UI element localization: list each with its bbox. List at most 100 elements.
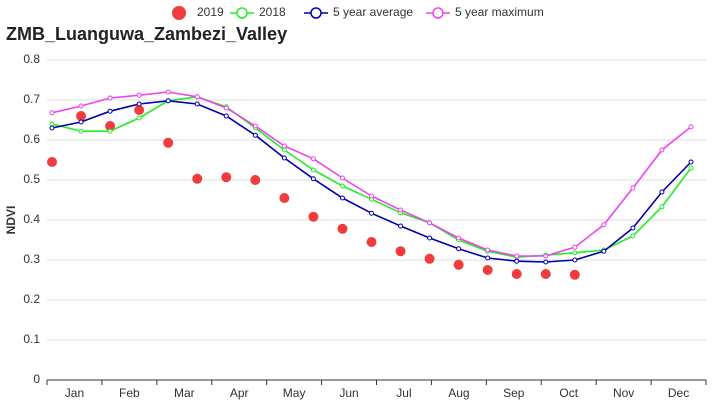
y-tick-label: 0: [33, 372, 40, 386]
point: [281, 143, 287, 149]
dot: [308, 211, 319, 222]
point: [543, 253, 549, 259]
point: [194, 101, 200, 107]
series-line: [51, 95, 692, 259]
point: [339, 183, 345, 189]
legend-symbol: [236, 7, 248, 19]
point: [339, 195, 345, 201]
point: [688, 165, 694, 171]
point: [543, 259, 549, 265]
point: [107, 95, 113, 101]
point: [165, 89, 171, 95]
dot: [395, 246, 406, 257]
point: [136, 115, 142, 121]
point: [49, 125, 55, 131]
point: [427, 235, 433, 241]
dot: [76, 111, 87, 121]
dot: [163, 137, 174, 148]
x-tick-label: Jul: [396, 386, 411, 400]
point: [107, 128, 113, 134]
legend-symbol: [172, 6, 186, 20]
dot: [134, 105, 145, 115]
x-tick-label: Sep: [503, 386, 525, 400]
point: [572, 250, 578, 256]
point: [456, 235, 462, 241]
point: [136, 101, 142, 107]
x-tick-label: Oct: [559, 386, 578, 400]
point: [252, 132, 258, 138]
point: [281, 147, 287, 153]
point: [601, 248, 607, 254]
x-tick-label: Jun: [339, 386, 358, 400]
point: [630, 225, 636, 231]
dot: [453, 259, 464, 270]
legend-label: 2019: [197, 5, 224, 19]
dot: [192, 173, 203, 184]
legend-symbol: [432, 7, 444, 19]
dot: [337, 223, 348, 234]
dot: [366, 237, 377, 247]
dot: [221, 172, 232, 183]
point: [223, 113, 229, 119]
dot: [540, 269, 551, 279]
point: [659, 147, 665, 153]
x-tick-label: May: [283, 386, 306, 400]
point: [49, 121, 55, 127]
dot: [482, 265, 493, 275]
y-axis-label: NDVI: [4, 206, 18, 235]
x-tick-label: Apr: [230, 386, 249, 400]
point: [659, 189, 665, 195]
point: [281, 155, 287, 161]
point: [601, 222, 607, 228]
point: [514, 253, 520, 259]
dot: [569, 269, 580, 280]
point: [485, 255, 491, 261]
point: [339, 175, 345, 181]
dot: [47, 157, 57, 167]
x-tick-label: Nov: [613, 386, 634, 400]
y-tick-label: 0.6: [23, 132, 40, 146]
point: [252, 123, 258, 129]
point: [78, 128, 84, 134]
point: [310, 156, 316, 162]
legend-label: 5 year maximum: [455, 5, 544, 19]
point: [78, 103, 84, 109]
y-tick-label: 0.2: [23, 292, 40, 306]
y-tick-label: 0.4: [23, 212, 40, 226]
y-tick-label: 0.8: [23, 52, 40, 66]
legend-label: 2018: [259, 5, 286, 19]
y-tick-label: 0.1: [23, 332, 40, 346]
dot: [511, 269, 522, 279]
point: [398, 223, 404, 229]
dot: [279, 193, 290, 203]
y-tick-label: 0.7: [23, 92, 40, 106]
point: [572, 244, 578, 250]
y-tick-label: 0.5: [23, 172, 40, 186]
point: [630, 233, 636, 239]
legend-label: 5 year average: [333, 5, 413, 19]
point: [78, 119, 84, 125]
point: [659, 204, 665, 210]
point: [688, 159, 694, 165]
point: [427, 220, 433, 226]
point: [369, 193, 374, 199]
legend-symbol: [310, 7, 322, 19]
point: [630, 185, 636, 191]
point: [223, 105, 229, 111]
y-tick-label: 0.3: [23, 252, 40, 266]
point: [49, 110, 55, 116]
x-tick-label: Jan: [65, 386, 84, 400]
point: [456, 246, 462, 252]
x-tick-label: Dec: [668, 386, 689, 400]
series-line: [51, 91, 692, 257]
x-tick-label: Mar: [174, 386, 195, 400]
point: [310, 176, 316, 182]
point: [310, 167, 316, 173]
point: [398, 207, 404, 213]
dot: [250, 175, 261, 185]
x-tick-label: Aug: [448, 386, 469, 400]
point: [107, 108, 113, 114]
point: [369, 210, 374, 216]
point: [136, 92, 142, 98]
